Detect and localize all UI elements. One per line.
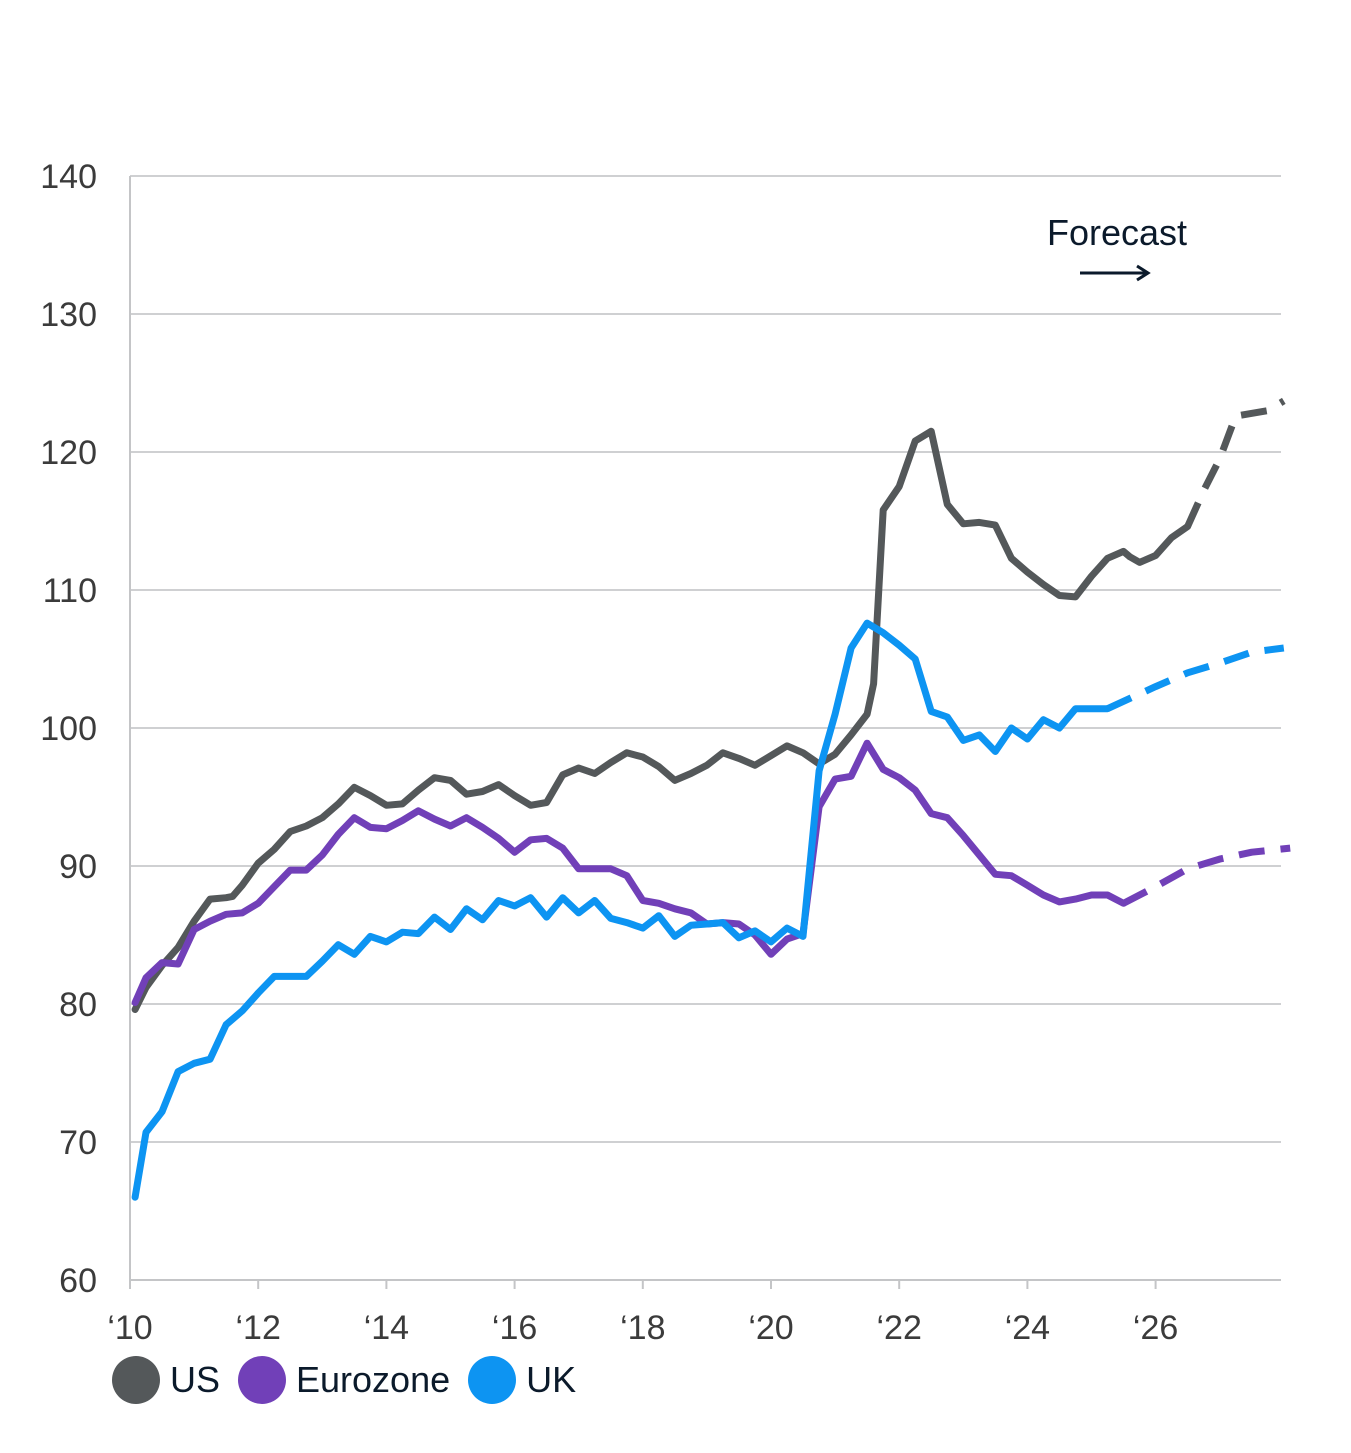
legend-label-eurozone: Eurozone: [296, 1359, 451, 1400]
series-line-eurozone: [131, 739, 1127, 1007]
series-line-uk: [131, 619, 1111, 1201]
x-tick-label: ‘14: [364, 1309, 409, 1347]
x-tick-label: ‘12: [236, 1309, 281, 1347]
x-tick-label: ‘18: [620, 1309, 665, 1347]
legend-label-us: US: [170, 1359, 221, 1400]
grid-lines: [130, 175, 1281, 1281]
x-axis: ‘10 ‘12 ‘14 ‘16 ‘18 ‘20 ‘22 ‘24 ‘26: [107, 176, 1281, 1347]
x-tick-label: ‘16: [492, 1309, 537, 1347]
y-tick-label: 70: [59, 1124, 97, 1162]
legend-item-uk: UK: [468, 1356, 576, 1404]
forecast-annotation: Forecast: [1047, 212, 1187, 282]
x-tick-label: ‘10: [107, 1309, 152, 1347]
y-tick-label: 60: [59, 1262, 97, 1300]
x-tick-label: ‘20: [748, 1309, 793, 1347]
y-tick-label: 100: [40, 710, 97, 748]
y-axis-ticks: 60 70 80 90 100 110 120 130 140: [40, 158, 97, 1300]
series-lines: [131, 397, 1291, 1201]
y-tick-label: 140: [40, 158, 97, 196]
y-tick-label: 80: [59, 986, 97, 1024]
y-tick-label: 110: [43, 572, 97, 610]
forecast-arrow-head: [1136, 264, 1151, 282]
x-tick-label: ‘22: [877, 1309, 922, 1347]
legend-item-us: US: [112, 1356, 220, 1404]
legend-label-uk: UK: [526, 1359, 577, 1400]
y-tick-label: 90: [59, 848, 97, 886]
series-line-us: [131, 427, 1192, 1013]
y-tick-label: 130: [40, 296, 97, 334]
legend-item-eurozone: Eurozone: [238, 1356, 450, 1404]
y-tick-label: 120: [40, 434, 97, 472]
series-forecast-uk: [1106, 644, 1285, 712]
legend: US Eurozone UK: [112, 1356, 594, 1404]
x-tick-label: ‘26: [1133, 1309, 1178, 1347]
series-forecast-eurozone: [1121, 844, 1291, 907]
forecast-label: Forecast: [1047, 212, 1187, 253]
x-tick-label: ‘24: [1005, 1309, 1050, 1347]
legend-swatch-us: [112, 1356, 160, 1404]
legend-swatch-uk: [468, 1356, 517, 1404]
legend-swatch-eurozone: [238, 1356, 287, 1404]
series-forecast-us: [1184, 397, 1286, 528]
